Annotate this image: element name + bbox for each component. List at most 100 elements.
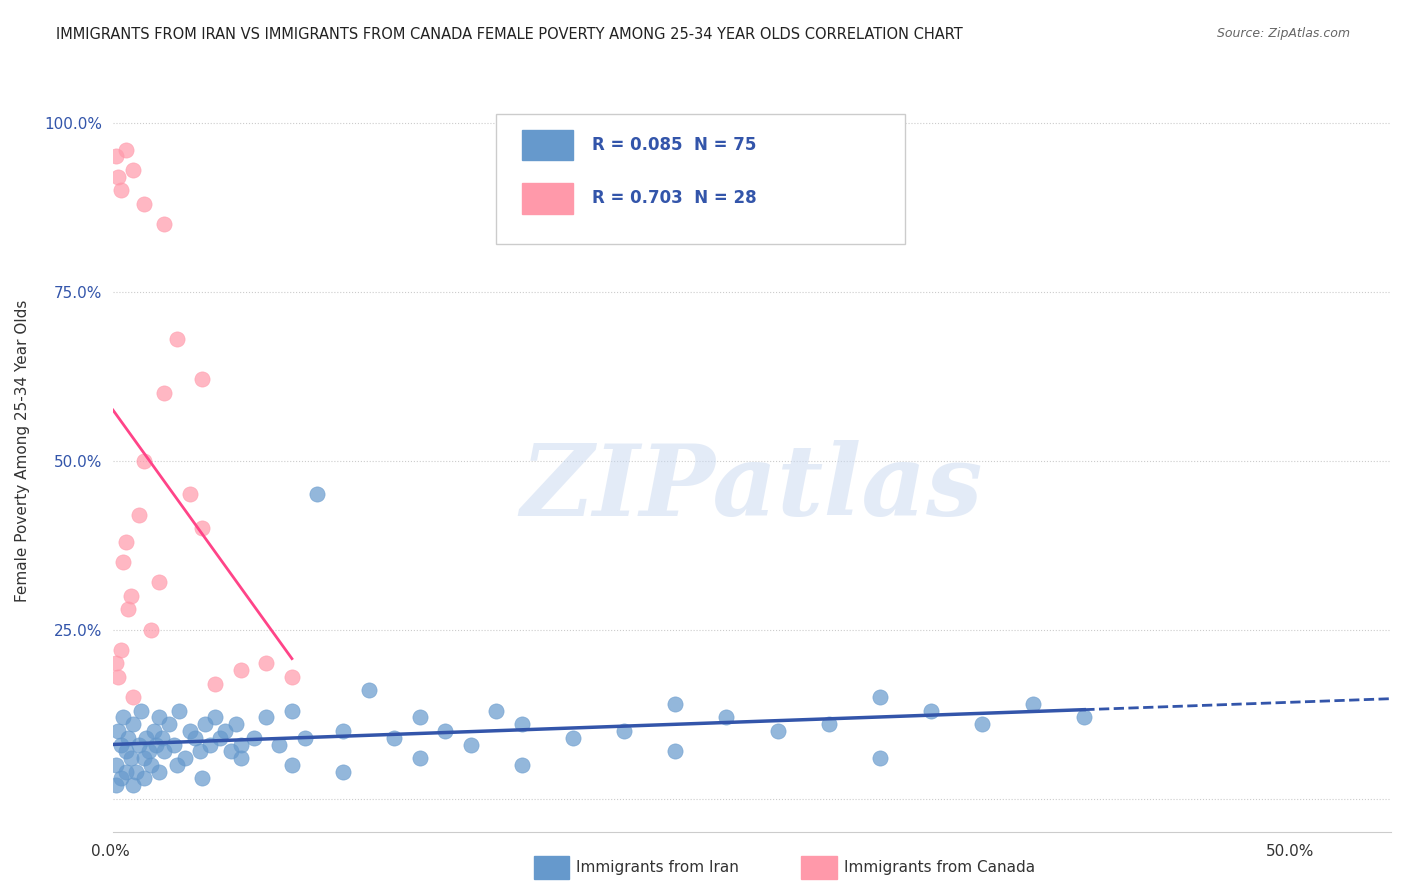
Point <box>460 738 482 752</box>
Point <box>191 772 214 786</box>
Point <box>434 724 457 739</box>
Text: ZIPatlas: ZIPatlas <box>520 441 983 537</box>
Point <box>153 217 176 231</box>
Point <box>766 724 789 739</box>
Point <box>869 751 891 765</box>
Point <box>485 704 508 718</box>
Point <box>142 724 165 739</box>
Text: Immigrants from Canada: Immigrants from Canada <box>844 861 1035 875</box>
Point <box>104 778 127 792</box>
Point <box>112 555 135 569</box>
Point <box>1022 697 1045 711</box>
Point <box>132 751 155 765</box>
Point <box>817 717 839 731</box>
Point <box>114 143 136 157</box>
Point <box>229 663 252 677</box>
Point <box>169 704 191 718</box>
Point <box>112 710 135 724</box>
Point <box>204 676 226 690</box>
Point <box>184 731 207 745</box>
Point <box>138 744 160 758</box>
Text: Source: ZipAtlas.com: Source: ZipAtlas.com <box>1216 27 1350 40</box>
Point <box>194 717 217 731</box>
Point <box>107 670 129 684</box>
Point <box>382 731 405 745</box>
Point <box>179 724 201 739</box>
Point <box>104 757 127 772</box>
Point <box>110 643 132 657</box>
Point <box>128 508 150 522</box>
Point <box>148 764 170 779</box>
Point <box>114 744 136 758</box>
Point <box>613 724 636 739</box>
Point <box>281 670 304 684</box>
Point <box>122 162 145 177</box>
Point <box>970 717 993 731</box>
Point <box>214 724 236 739</box>
Text: 50.0%: 50.0% <box>1267 845 1315 859</box>
Point <box>120 751 142 765</box>
Point <box>114 534 136 549</box>
Point <box>409 751 432 765</box>
Point <box>150 731 173 745</box>
Point <box>104 657 127 671</box>
Bar <box>522 129 574 161</box>
Point <box>128 738 150 752</box>
Point <box>145 738 167 752</box>
Point <box>141 757 163 772</box>
Point <box>269 738 291 752</box>
Point <box>869 690 891 705</box>
Point <box>122 778 145 792</box>
Point <box>357 683 380 698</box>
Point <box>120 589 142 603</box>
Y-axis label: Female Poverty Among 25-34 Year Olds: Female Poverty Among 25-34 Year Olds <box>15 300 30 601</box>
Point <box>117 731 139 745</box>
Point <box>242 731 264 745</box>
Point <box>409 710 432 724</box>
Point <box>166 757 188 772</box>
Text: 0.0%: 0.0% <box>91 845 131 859</box>
Point <box>229 738 252 752</box>
Point <box>153 386 176 401</box>
Point <box>664 744 686 758</box>
Point <box>219 744 242 758</box>
Point <box>281 757 304 772</box>
Text: R = 0.703  N = 28: R = 0.703 N = 28 <box>592 189 756 207</box>
Point <box>281 704 304 718</box>
Point <box>294 731 316 745</box>
Point <box>510 717 533 731</box>
Point <box>166 332 188 346</box>
Point <box>122 690 145 705</box>
Point <box>562 731 585 745</box>
Point <box>254 710 277 724</box>
Point <box>114 764 136 779</box>
Point <box>129 704 152 718</box>
Point <box>153 744 176 758</box>
Point <box>198 738 221 752</box>
Point <box>332 764 354 779</box>
Bar <box>522 183 574 214</box>
FancyBboxPatch shape <box>496 114 905 244</box>
Point <box>110 183 132 197</box>
Point <box>716 710 738 724</box>
Point <box>148 575 170 590</box>
Point <box>920 704 942 718</box>
Point <box>163 738 186 752</box>
Point <box>110 772 132 786</box>
Point <box>254 657 277 671</box>
Point <box>209 731 232 745</box>
Point <box>664 697 686 711</box>
Point <box>204 710 226 724</box>
Point <box>332 724 354 739</box>
Point <box>122 717 145 731</box>
Point <box>229 751 252 765</box>
Point <box>132 453 155 467</box>
Text: Immigrants from Iran: Immigrants from Iran <box>576 861 740 875</box>
Point <box>104 149 127 163</box>
Point <box>188 744 211 758</box>
Point <box>110 738 132 752</box>
Point <box>173 751 195 765</box>
Point <box>132 772 155 786</box>
Point <box>107 724 129 739</box>
Text: R = 0.085  N = 75: R = 0.085 N = 75 <box>592 136 756 154</box>
